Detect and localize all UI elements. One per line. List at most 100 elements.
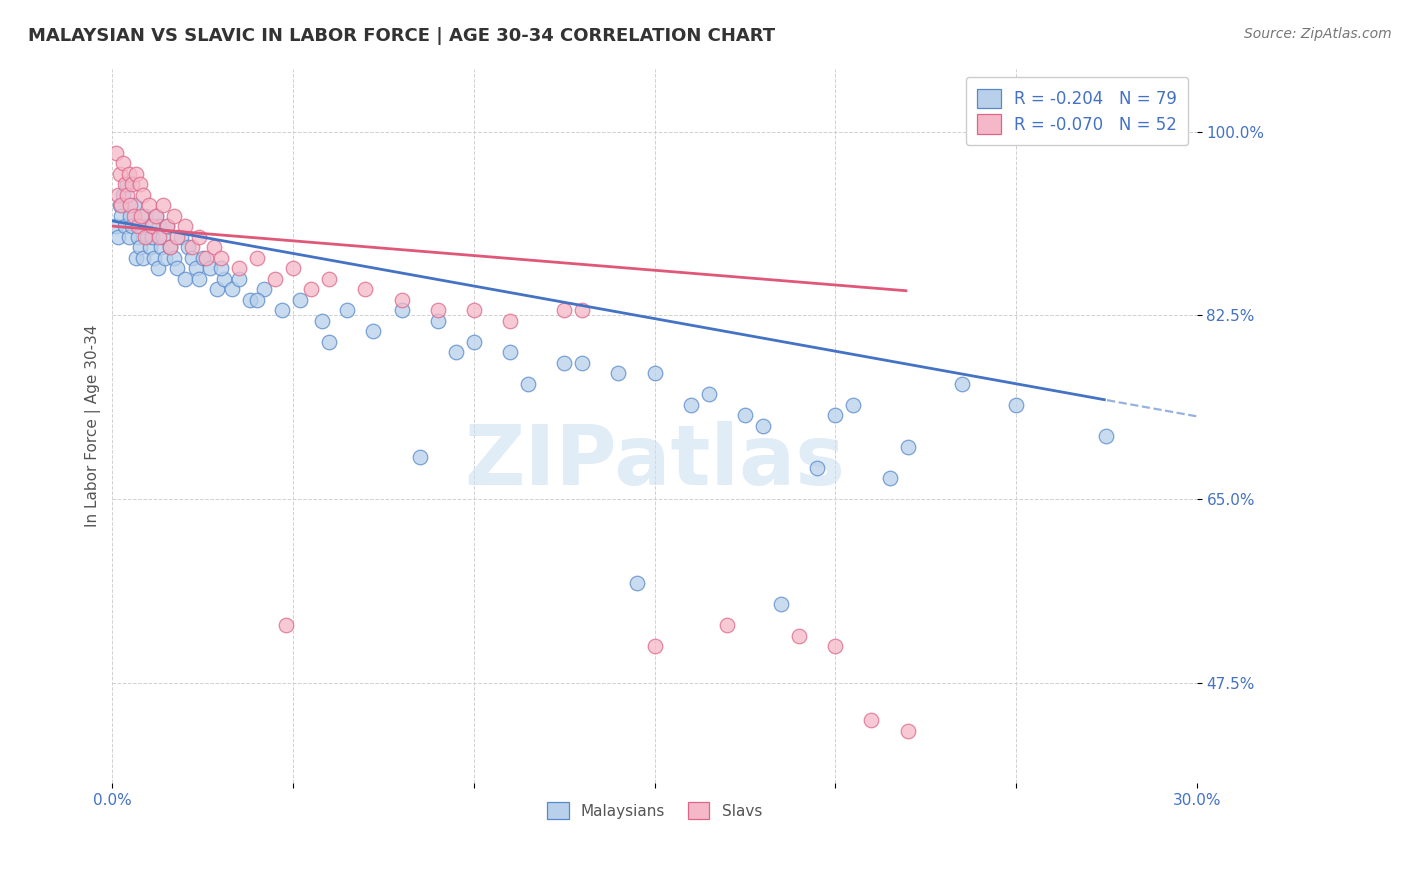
Point: [228, 261, 250, 276]
Point: [787, 629, 810, 643]
Point: [122, 198, 145, 212]
Point: [426, 303, 449, 318]
Point: [132, 187, 155, 202]
Point: [132, 251, 155, 265]
Point: [824, 409, 846, 423]
Point: [184, 261, 207, 276]
Point: [202, 240, 225, 254]
Point: [444, 345, 467, 359]
Point: [290, 293, 312, 307]
Point: [127, 219, 149, 234]
Point: [159, 240, 181, 254]
Point: [152, 198, 174, 212]
Point: [121, 219, 143, 234]
Point: [228, 271, 250, 285]
Legend: Malaysians, Slavs: Malaysians, Slavs: [541, 796, 768, 825]
Point: [114, 177, 136, 191]
Point: [1095, 429, 1118, 443]
Point: [734, 409, 756, 423]
Point: [128, 240, 150, 254]
Point: [108, 167, 131, 181]
Point: [173, 219, 195, 234]
Point: [626, 576, 648, 591]
Point: [173, 271, 195, 285]
Point: [311, 314, 333, 328]
Point: [408, 450, 430, 465]
Point: [806, 460, 828, 475]
Point: [170, 229, 193, 244]
Point: [571, 356, 593, 370]
Point: [115, 187, 138, 202]
Point: [553, 356, 575, 370]
Point: [299, 282, 322, 296]
Point: [139, 240, 162, 254]
Point: [134, 209, 156, 223]
Point: [125, 167, 148, 181]
Point: [246, 251, 269, 265]
Point: [824, 640, 846, 654]
Point: [499, 314, 522, 328]
Point: [112, 187, 135, 202]
Point: [281, 261, 304, 276]
Y-axis label: In Labor Force | Age 30-34: In Labor Force | Age 30-34: [86, 325, 101, 527]
Point: [105, 145, 128, 160]
Point: [114, 219, 136, 234]
Point: [209, 251, 232, 265]
Point: [163, 251, 186, 265]
Point: [842, 398, 865, 412]
Point: [108, 198, 131, 212]
Point: [246, 293, 269, 307]
Point: [181, 251, 204, 265]
Point: [143, 251, 166, 265]
Point: [138, 219, 160, 234]
Text: Source: ZipAtlas.com: Source: ZipAtlas.com: [1244, 27, 1392, 41]
Point: [239, 293, 262, 307]
Point: [897, 723, 920, 738]
Point: [166, 261, 188, 276]
Point: [145, 209, 167, 223]
Point: [115, 177, 138, 191]
Point: [517, 376, 540, 391]
Point: [141, 219, 163, 234]
Point: [607, 366, 630, 380]
Point: [463, 334, 485, 349]
Point: [697, 387, 720, 401]
Point: [131, 219, 153, 234]
Point: [120, 209, 142, 223]
Point: [716, 618, 738, 632]
Point: [127, 229, 149, 244]
Point: [336, 303, 359, 318]
Point: [950, 376, 973, 391]
Point: [153, 251, 176, 265]
Point: [426, 314, 449, 328]
Point: [188, 229, 211, 244]
Point: [274, 618, 297, 632]
Point: [105, 219, 128, 234]
Point: [391, 303, 413, 318]
Point: [361, 324, 384, 338]
Point: [138, 198, 160, 212]
Point: [110, 209, 132, 223]
Point: [221, 282, 243, 296]
Point: [860, 713, 883, 727]
Point: [191, 251, 214, 265]
Point: [131, 209, 153, 223]
Point: [188, 271, 211, 285]
Point: [553, 303, 575, 318]
Point: [207, 282, 229, 296]
Point: [752, 418, 775, 433]
Point: [120, 198, 142, 212]
Point: [463, 303, 485, 318]
Point: [897, 440, 920, 454]
Text: MALAYSIAN VS SLAVIC IN LABOR FORCE | AGE 30-34 CORRELATION CHART: MALAYSIAN VS SLAVIC IN LABOR FORCE | AGE…: [28, 27, 775, 45]
Point: [107, 187, 129, 202]
Point: [112, 156, 135, 170]
Point: [166, 229, 188, 244]
Point: [128, 177, 150, 191]
Point: [198, 261, 221, 276]
Point: [644, 366, 666, 380]
Point: [156, 219, 179, 234]
Point: [391, 293, 413, 307]
Point: [145, 209, 167, 223]
Point: [150, 240, 173, 254]
